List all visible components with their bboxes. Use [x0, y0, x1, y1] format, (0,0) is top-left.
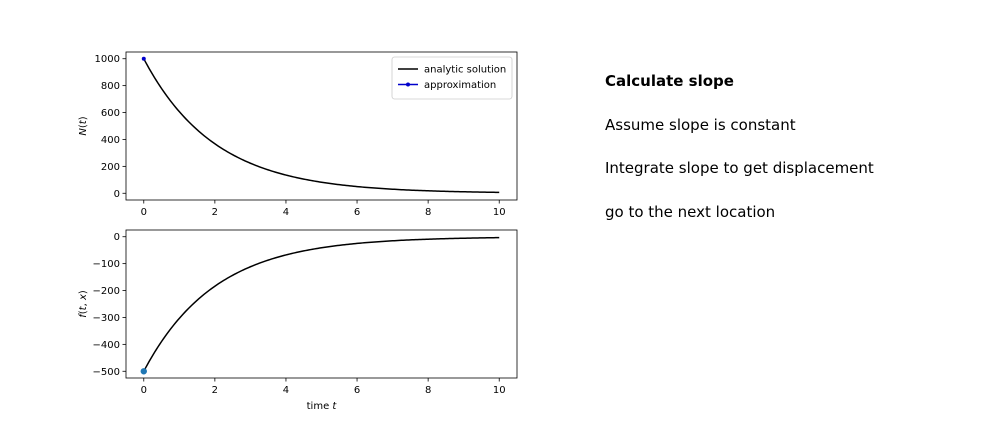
y-tick-label: −300: [93, 313, 120, 324]
legend-marker: [406, 82, 410, 87]
step-calculate-slope: Calculate slope: [605, 72, 734, 90]
x-tick-label: 8: [425, 385, 431, 396]
legend-label: approximation: [424, 80, 496, 91]
y-tick-label: −500: [93, 367, 120, 378]
y-tick-label: −100: [93, 259, 120, 270]
y-tick-label: −200: [93, 286, 120, 297]
x-tick-label: 6: [354, 385, 360, 396]
y-tick-label: 600: [101, 108, 120, 119]
y-tick-label: 0: [114, 189, 120, 200]
step-list: Calculate slope Assume slope is constant…: [605, 72, 995, 246]
chart-1: 0 2 4 6 8 10 0 200 400 600 800 1000 N(t) analytic sol…: [78, 51, 518, 218]
step-next-location: go to the next location: [605, 202, 776, 221]
x-tick-label: 10: [493, 385, 506, 396]
legend: analytic solution approximation: [391, 56, 513, 100]
chart-2: 0 2 4 6 8 10 0 −100 −200 −300 −400 −500 f(t, x) time …: [78, 229, 518, 412]
y-tick-label: 400: [101, 135, 120, 146]
step-assume-constant: Assume slope is constant: [605, 115, 796, 134]
x-axis-label: time t: [307, 401, 338, 412]
y-tick-label: 1000: [95, 54, 120, 65]
series-line-1: [143, 58, 500, 194]
legend-label: analytic solution: [424, 65, 506, 76]
series-line-1: [143, 236, 500, 372]
step-integrate: Integrate slope to get displacement: [605, 159, 874, 177]
legend-frame: [391, 56, 513, 100]
y-tick-label: 200: [101, 162, 120, 173]
x-tick-label: 4: [283, 207, 289, 218]
y-tick-label: 800: [101, 81, 120, 92]
x-tick-label: 0: [141, 385, 147, 396]
x-tick-label: 8: [425, 207, 431, 218]
y-axis-label: f(t, x): [78, 290, 89, 318]
x-tick-label: 2: [212, 385, 218, 396]
x-tick-label: 2: [212, 207, 218, 218]
data-point: [141, 56, 146, 61]
axes-frame: [125, 51, 518, 201]
data-point: [140, 368, 147, 375]
x-tick-label: 6: [354, 207, 360, 218]
y-tick-label: −400: [93, 340, 120, 351]
x-tick-label: 4: [283, 385, 289, 396]
x-tick-label: 0: [141, 207, 147, 218]
y-axis-label: N(t): [78, 116, 89, 135]
x-tick-label: 10: [493, 207, 506, 218]
y-tick-label: 0: [114, 232, 120, 243]
axes-frame: [125, 229, 518, 379]
